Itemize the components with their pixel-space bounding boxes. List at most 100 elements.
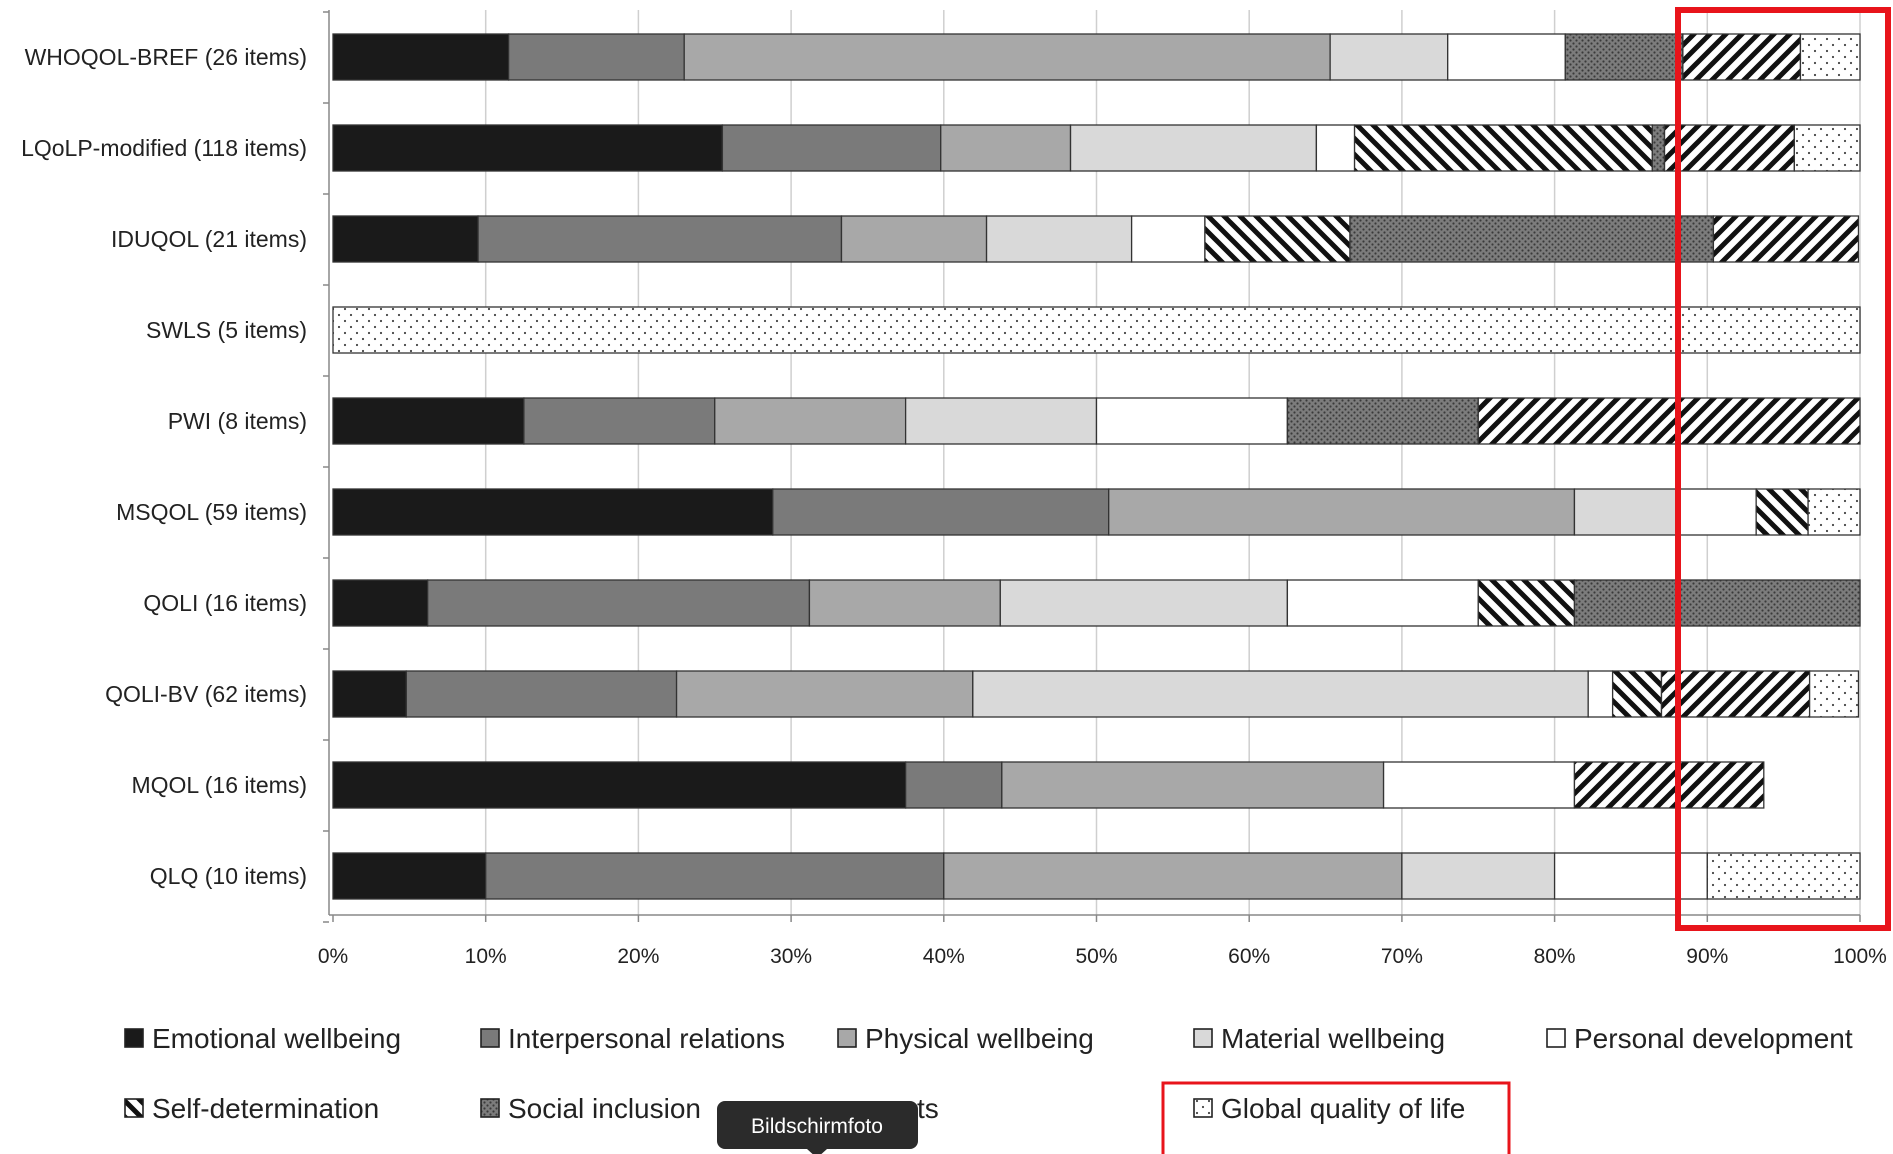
bar-segment [1651,124,1666,172]
bar-segment [1329,33,1449,81]
bar-segment [1095,397,1289,445]
bar-segment [332,670,407,718]
category-label: QOLI-BV (62 items) [105,681,307,707]
category-label: PWI (8 items) [168,408,307,434]
legend-item: Global quality of life [1193,1093,1465,1124]
bar-segment [904,397,1098,445]
tooltip-box [717,1101,918,1149]
bar-segment [1204,215,1351,263]
category-label: SWLS (5 items) [146,317,307,343]
bar-segment [1573,488,1679,536]
bar-segment [477,215,843,263]
bar-segment [985,215,1133,263]
legend-item: Emotional wellbeing [124,1023,401,1054]
legend-label: Emotional wellbeing [152,1023,401,1054]
category-label: LQoLP-modified (118 items) [21,135,307,161]
x-tick-label: 20% [617,945,659,968]
bar-segment [405,670,678,718]
bar-segment [1573,579,1861,627]
bar-segment [332,215,479,263]
legend-swatch [1193,1098,1213,1118]
category-label: QLQ (10 items) [150,863,307,889]
x-tick-label: 90% [1686,945,1728,968]
x-tick-label: 70% [1381,945,1423,968]
bar-segment [1447,33,1566,81]
x-tick-label: 80% [1534,945,1576,968]
bar-segment [1663,124,1795,172]
legend-item: ts [917,1093,939,1124]
bar-segment [332,33,510,81]
tooltip-text: Bildschirmfoto [751,1115,883,1138]
bar-segment [675,670,974,718]
bar-segment [332,761,907,809]
bar-segment [1564,33,1684,81]
bar-segment [1808,670,1860,718]
bar-segment [1706,852,1861,900]
x-tick-label: 30% [770,945,812,968]
bar-segment [332,488,774,536]
category-label: MQOL (16 items) [131,772,307,798]
x-tick-label: 40% [923,945,965,968]
bar-segment [1286,579,1479,627]
bar-segment [1712,215,1860,263]
x-tick-label: 60% [1228,945,1270,968]
bar-segment [1799,33,1861,81]
x-tick-label: 0% [318,945,348,968]
bar-segment [523,397,716,445]
legend-swatch [480,1028,500,1048]
category-labels: WHOQOL-BREF (26 items) LQoLP-modified (11… [21,44,307,889]
bar-segment [1069,124,1318,172]
legend-item: Social inclusion [480,1093,701,1124]
bar-segment [1353,124,1653,172]
category-label: QOLI (16 items) [143,590,307,616]
legend-item: Physical wellbeing [837,1023,1094,1054]
legend-swatch [124,1098,144,1118]
bar-segment [808,579,1001,627]
legend-swatch [124,1028,144,1048]
legend-label: Physical wellbeing [865,1023,1094,1054]
bar-segment [332,124,724,172]
bar-segment [1001,761,1385,809]
bar-segment [1573,761,1765,809]
legend-label: Global quality of life [1221,1093,1465,1124]
bar-segment [332,306,1861,354]
bars [332,33,1861,900]
bar-segment [1382,761,1576,809]
highlight-annotations [1161,7,1891,1154]
bar-segment [332,852,487,900]
bar-segment [1682,33,1802,81]
highlight-box-legend [1161,1081,1511,1154]
category-label: WHOQOL-BREF (26 items) [25,44,307,70]
legend-label: Material wellbeing [1221,1023,1445,1054]
bar-segment [1807,488,1861,536]
highlight-box-column [1675,7,1891,931]
legend-label: ts [917,1093,939,1124]
category-label: MSQOL (59 items) [116,499,307,525]
x-tick-label: 100% [1833,945,1887,968]
bar-segment [840,215,988,263]
bar-segment [427,579,811,627]
legend-swatch [1193,1028,1213,1048]
bar-segment [972,670,1589,718]
bar-segment [1553,852,1708,900]
legend-label: Social inclusion [508,1093,701,1124]
tooltip-pointer [807,1149,827,1154]
bar-segment [999,579,1289,627]
category-label: IDUQOL (21 items) [111,226,307,252]
bar-segment [1286,397,1479,445]
legend-item: Personal development [1546,1023,1853,1054]
bar-segment [1793,124,1861,172]
x-tick-label: 50% [1075,945,1117,968]
bar-segment [772,488,1110,536]
bar-segment [721,124,942,172]
legend-swatch [1546,1028,1566,1048]
bar-segment [943,852,1403,900]
legend-label: Personal development [1574,1023,1853,1054]
bar-segment [1349,215,1715,263]
bar-segment [1587,670,1614,718]
legend-label: Interpersonal relations [508,1023,785,1054]
bar-segment [485,852,945,900]
axes [323,10,1861,923]
x-tick-labels: 0% 10% 20% 30% 40% 50% 60% 70% 80% 90% 100% [318,945,1887,968]
